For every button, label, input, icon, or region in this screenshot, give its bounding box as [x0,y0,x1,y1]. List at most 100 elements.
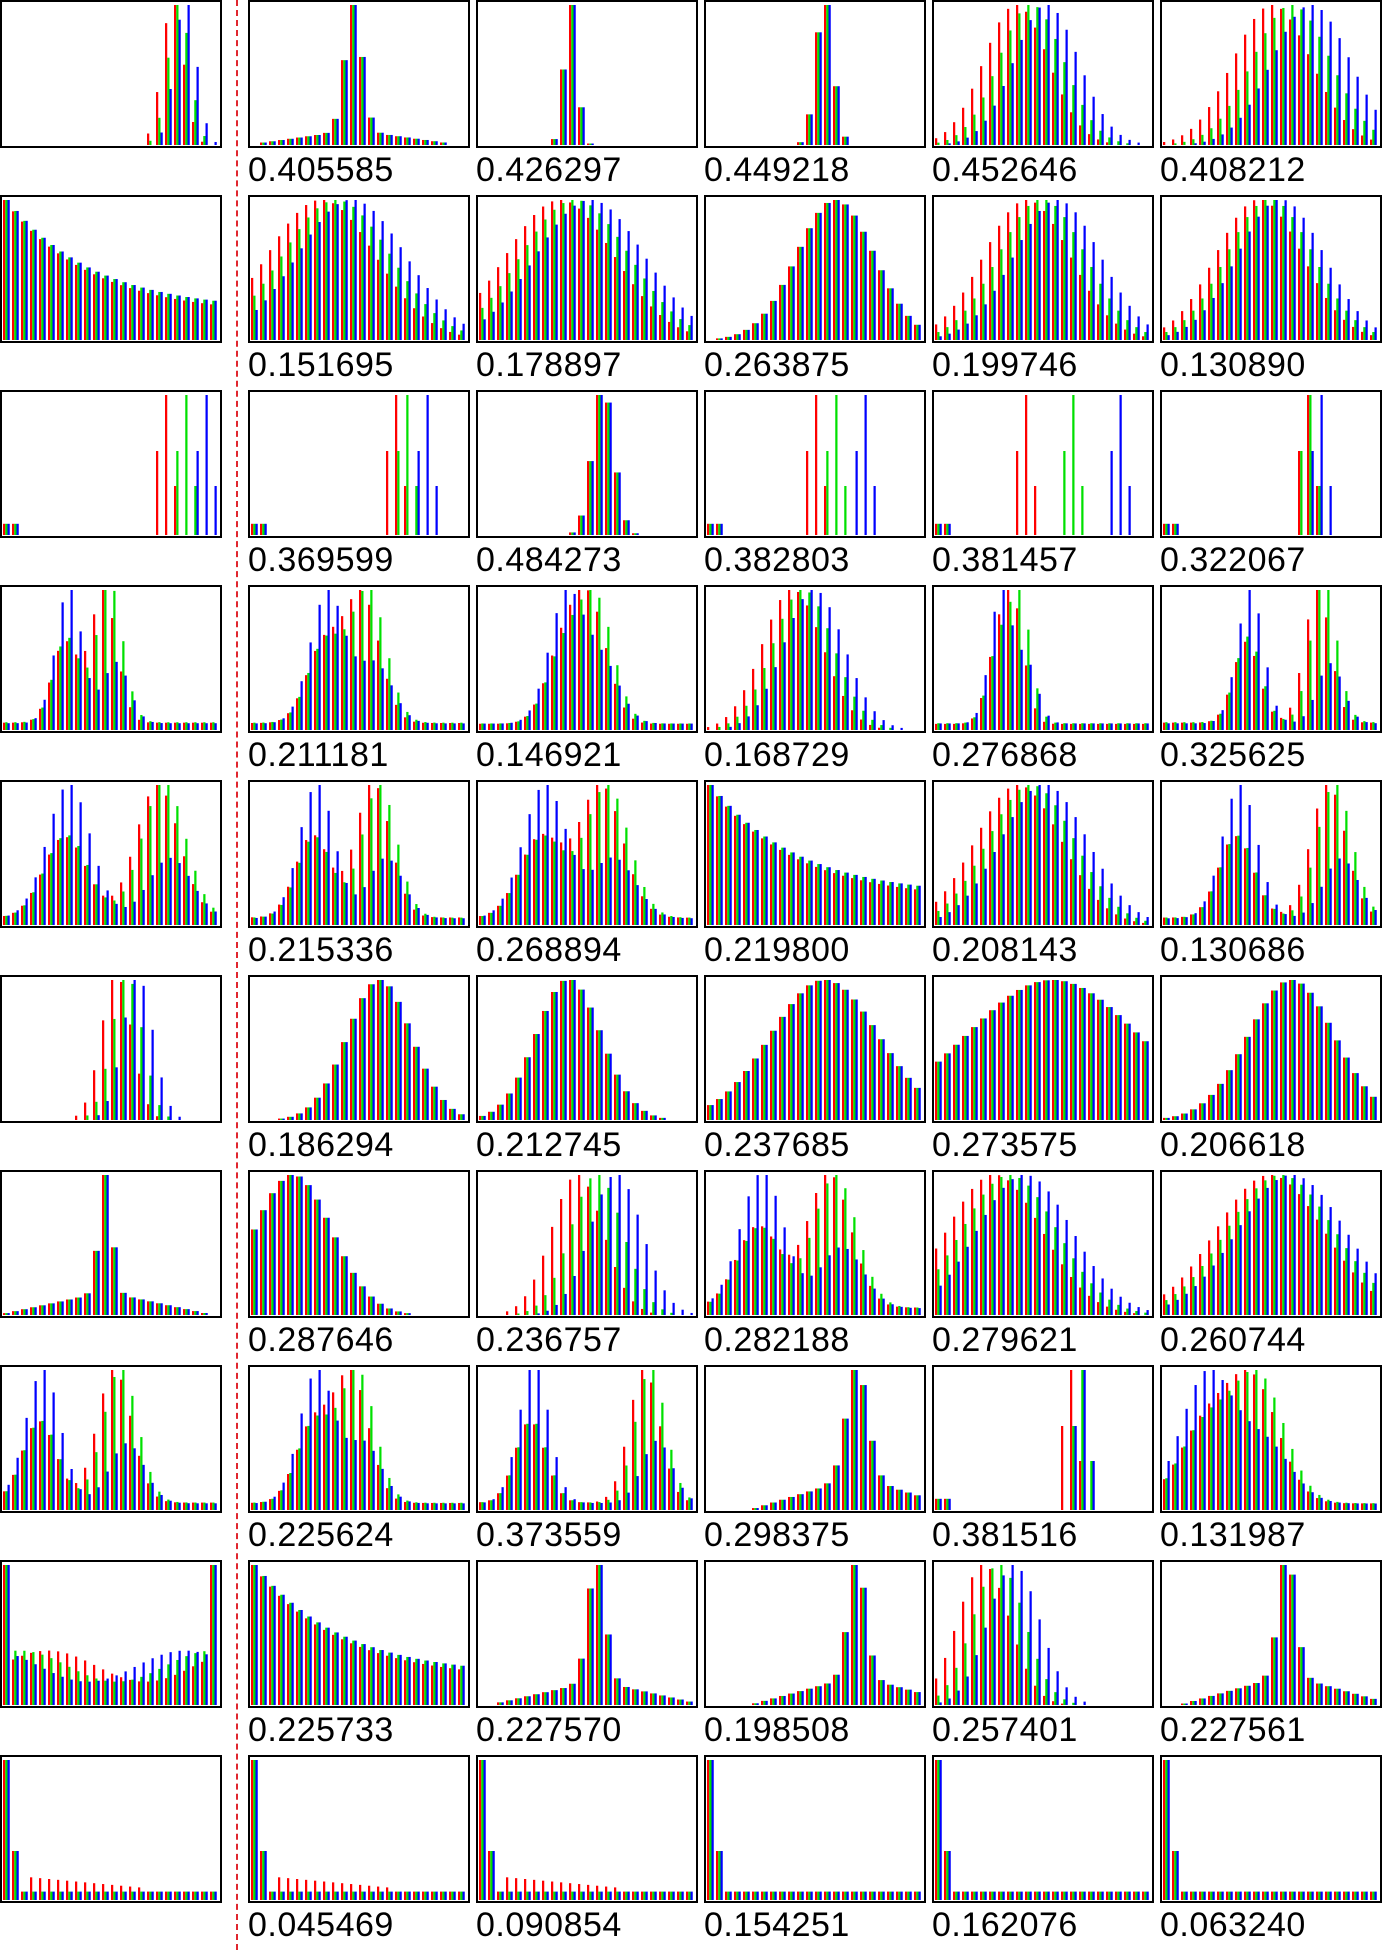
result-7-2-bar-green-8 [781,1499,784,1510]
result-9-3-bar-blue-5 [984,1891,987,1900]
result-4-4-bar-blue-16 [1311,903,1314,925]
result-5-4-bar-red-8 [1235,1054,1238,1120]
result-7-4-bar-blue-0 [1167,1460,1170,1510]
result-1-3-bar-blue-20 [1119,292,1122,340]
result-3-2-bar-blue-16 [855,678,858,730]
result-4-0-bar-red-2 [269,913,272,925]
query-3-bar-green-7 [68,637,71,730]
result-8-2-bar-blue-7 [774,1698,777,1705]
result-3-2-bar-red-18 [869,724,872,730]
result-5-4-bar-green-23 [1372,1096,1375,1120]
query-1-bar-green-0 [5,200,8,340]
result-7-2-bar-red-19 [878,1475,881,1510]
result-0-0-bar-blue-21 [444,142,447,145]
query-1-bar-red-14 [129,288,132,340]
result-4-2-bar-red-12 [815,866,818,925]
result-8-1-bar-red-18 [641,1691,644,1705]
result-8-1-bar-green-16 [625,1686,628,1705]
result-5-3-bar-green-7 [1000,1002,1003,1120]
result-5-2-bar-red-0 [707,1105,710,1120]
query-1-bar-green-7 [68,257,71,340]
result-5-2-bar-blue-20 [891,1053,894,1120]
result-8-3-bar-red-3 [962,1601,965,1705]
result-1-1-bar-red-7 [542,206,545,340]
result-5-2-bar-blue-21 [900,1066,903,1120]
result-9-1-bar-blue-2 [501,1891,504,1900]
query-4-bar-red-21 [192,884,195,925]
result-5-4-bar-blue-12 [1275,990,1278,1120]
result-9-4-bar-blue-4 [1203,1891,1206,1900]
result-6-3-bar-green-21 [1126,1308,1129,1315]
query-5-bar-blue-17 [160,1077,163,1120]
query-8-bar-blue-10 [97,1680,100,1705]
result-6-1-bar-blue-15 [618,1175,621,1315]
result-8-2-bar-blue-18 [873,1655,876,1705]
query-8-bar-red-18 [165,1678,168,1705]
result-0-4-bar-blue-18 [1329,21,1332,146]
result-8-2-bar-blue-17 [864,1587,867,1705]
similarity-score: 0.257401 [932,1711,1078,1749]
result-5-0-bar-green-7 [316,1097,319,1120]
result-0-4-bar-red-9 [1244,34,1247,145]
result-histogram: 0.260744 [1160,1170,1382,1360]
query-8-bar-blue-7 [70,1679,73,1705]
result-5-4-bar-blue-7 [1230,1070,1233,1120]
result-4-0-bar-green-23 [460,917,463,925]
result-1-0-bar-green-3 [280,256,283,340]
result-5-3-bar-green-3 [964,1035,967,1120]
result-7-2-bar-red-15 [842,1418,845,1510]
result-6-4-bar-red-21 [1352,1272,1355,1315]
result-1-4-bar-green-19 [1336,298,1339,340]
result-4-1-bar-green-12 [589,814,592,925]
result-7-0-bar-green-0 [253,1502,256,1510]
result-6-4-bar-red-3 [1190,1266,1193,1315]
result-8-0-bar-red-6 [305,1618,308,1705]
result-5-0-bar-green-15 [388,986,391,1120]
result-9-3-bar-blue-12 [1047,1891,1050,1900]
result-3-4-bar-blue-22 [1365,722,1368,730]
query-6-bar-red-13 [120,1292,123,1315]
result-histogram: 0.273575 [932,975,1154,1165]
result-5-1-bar-blue-19 [654,1115,657,1120]
result-5-4-bar-blue-11 [1266,1003,1269,1120]
result-2-1-bar-red-16 [623,520,626,535]
result-9-2-bar-red-6 [761,1891,764,1900]
result-8-1-bar-blue-3 [510,1700,513,1705]
result-4-2-bar-green-18 [871,878,874,925]
result-1-2-bar-blue-14 [837,200,840,340]
result-5-0-bar-red-17 [404,1023,407,1120]
result-1-4-bar-red-21 [1352,326,1355,340]
result-1-2-bar-green-21 [898,303,901,340]
result-0-4-bar-red-14 [1289,19,1292,145]
result-8-3-bar-green-13 [1054,1692,1057,1705]
result-0-4-bar-blue-16 [1311,5,1314,145]
result-5-4-bar-red-10 [1253,1019,1256,1120]
query-3-bar-red-5 [48,682,51,730]
result-6-1-bar-green-16 [625,1241,628,1315]
result-1-1-bar-red-9 [560,200,563,340]
result-4-2-bar-red-10 [797,859,800,925]
result-1-0-bar-red-2 [269,250,272,340]
result-9-2-bar-green-6 [763,1891,766,1900]
result-0-0-bar-blue-6 [309,136,312,145]
result-3-4-bar-red-16 [1307,619,1310,730]
result-histogram: 0.186294 [248,975,470,1165]
result-5-0-bar-red-20 [431,1086,434,1120]
result-4-0-bar-blue-21 [444,918,447,925]
result-4-3-bar-red-16 [1079,875,1082,925]
result-9-2-bar-blue-2 [729,1891,732,1900]
result-1-4-bar-red-22 [1361,331,1364,340]
result-5-3-bar-green-18 [1099,999,1102,1120]
result-5-0-bar-green-20 [433,1086,436,1120]
result-5-3-bar-red-22 [1133,1032,1136,1120]
result-4-4-bar-green-14 [1291,910,1294,925]
result-4-4-bar-green-9 [1246,847,1249,925]
result-0-3-bar-blue-22 [1137,142,1140,145]
result-histogram: 0.154251 [704,1755,926,1945]
result-5-3-bar-green-12 [1045,980,1048,1120]
result-5-1-bar-red-4 [515,1077,518,1120]
result-6-1-bar-red-9 [560,1199,563,1315]
result-5-0-bar-red-23 [458,1114,461,1120]
result-6-1-bar-green-14 [607,1187,610,1315]
result-9-1-bar-blue-9 [564,1891,567,1900]
